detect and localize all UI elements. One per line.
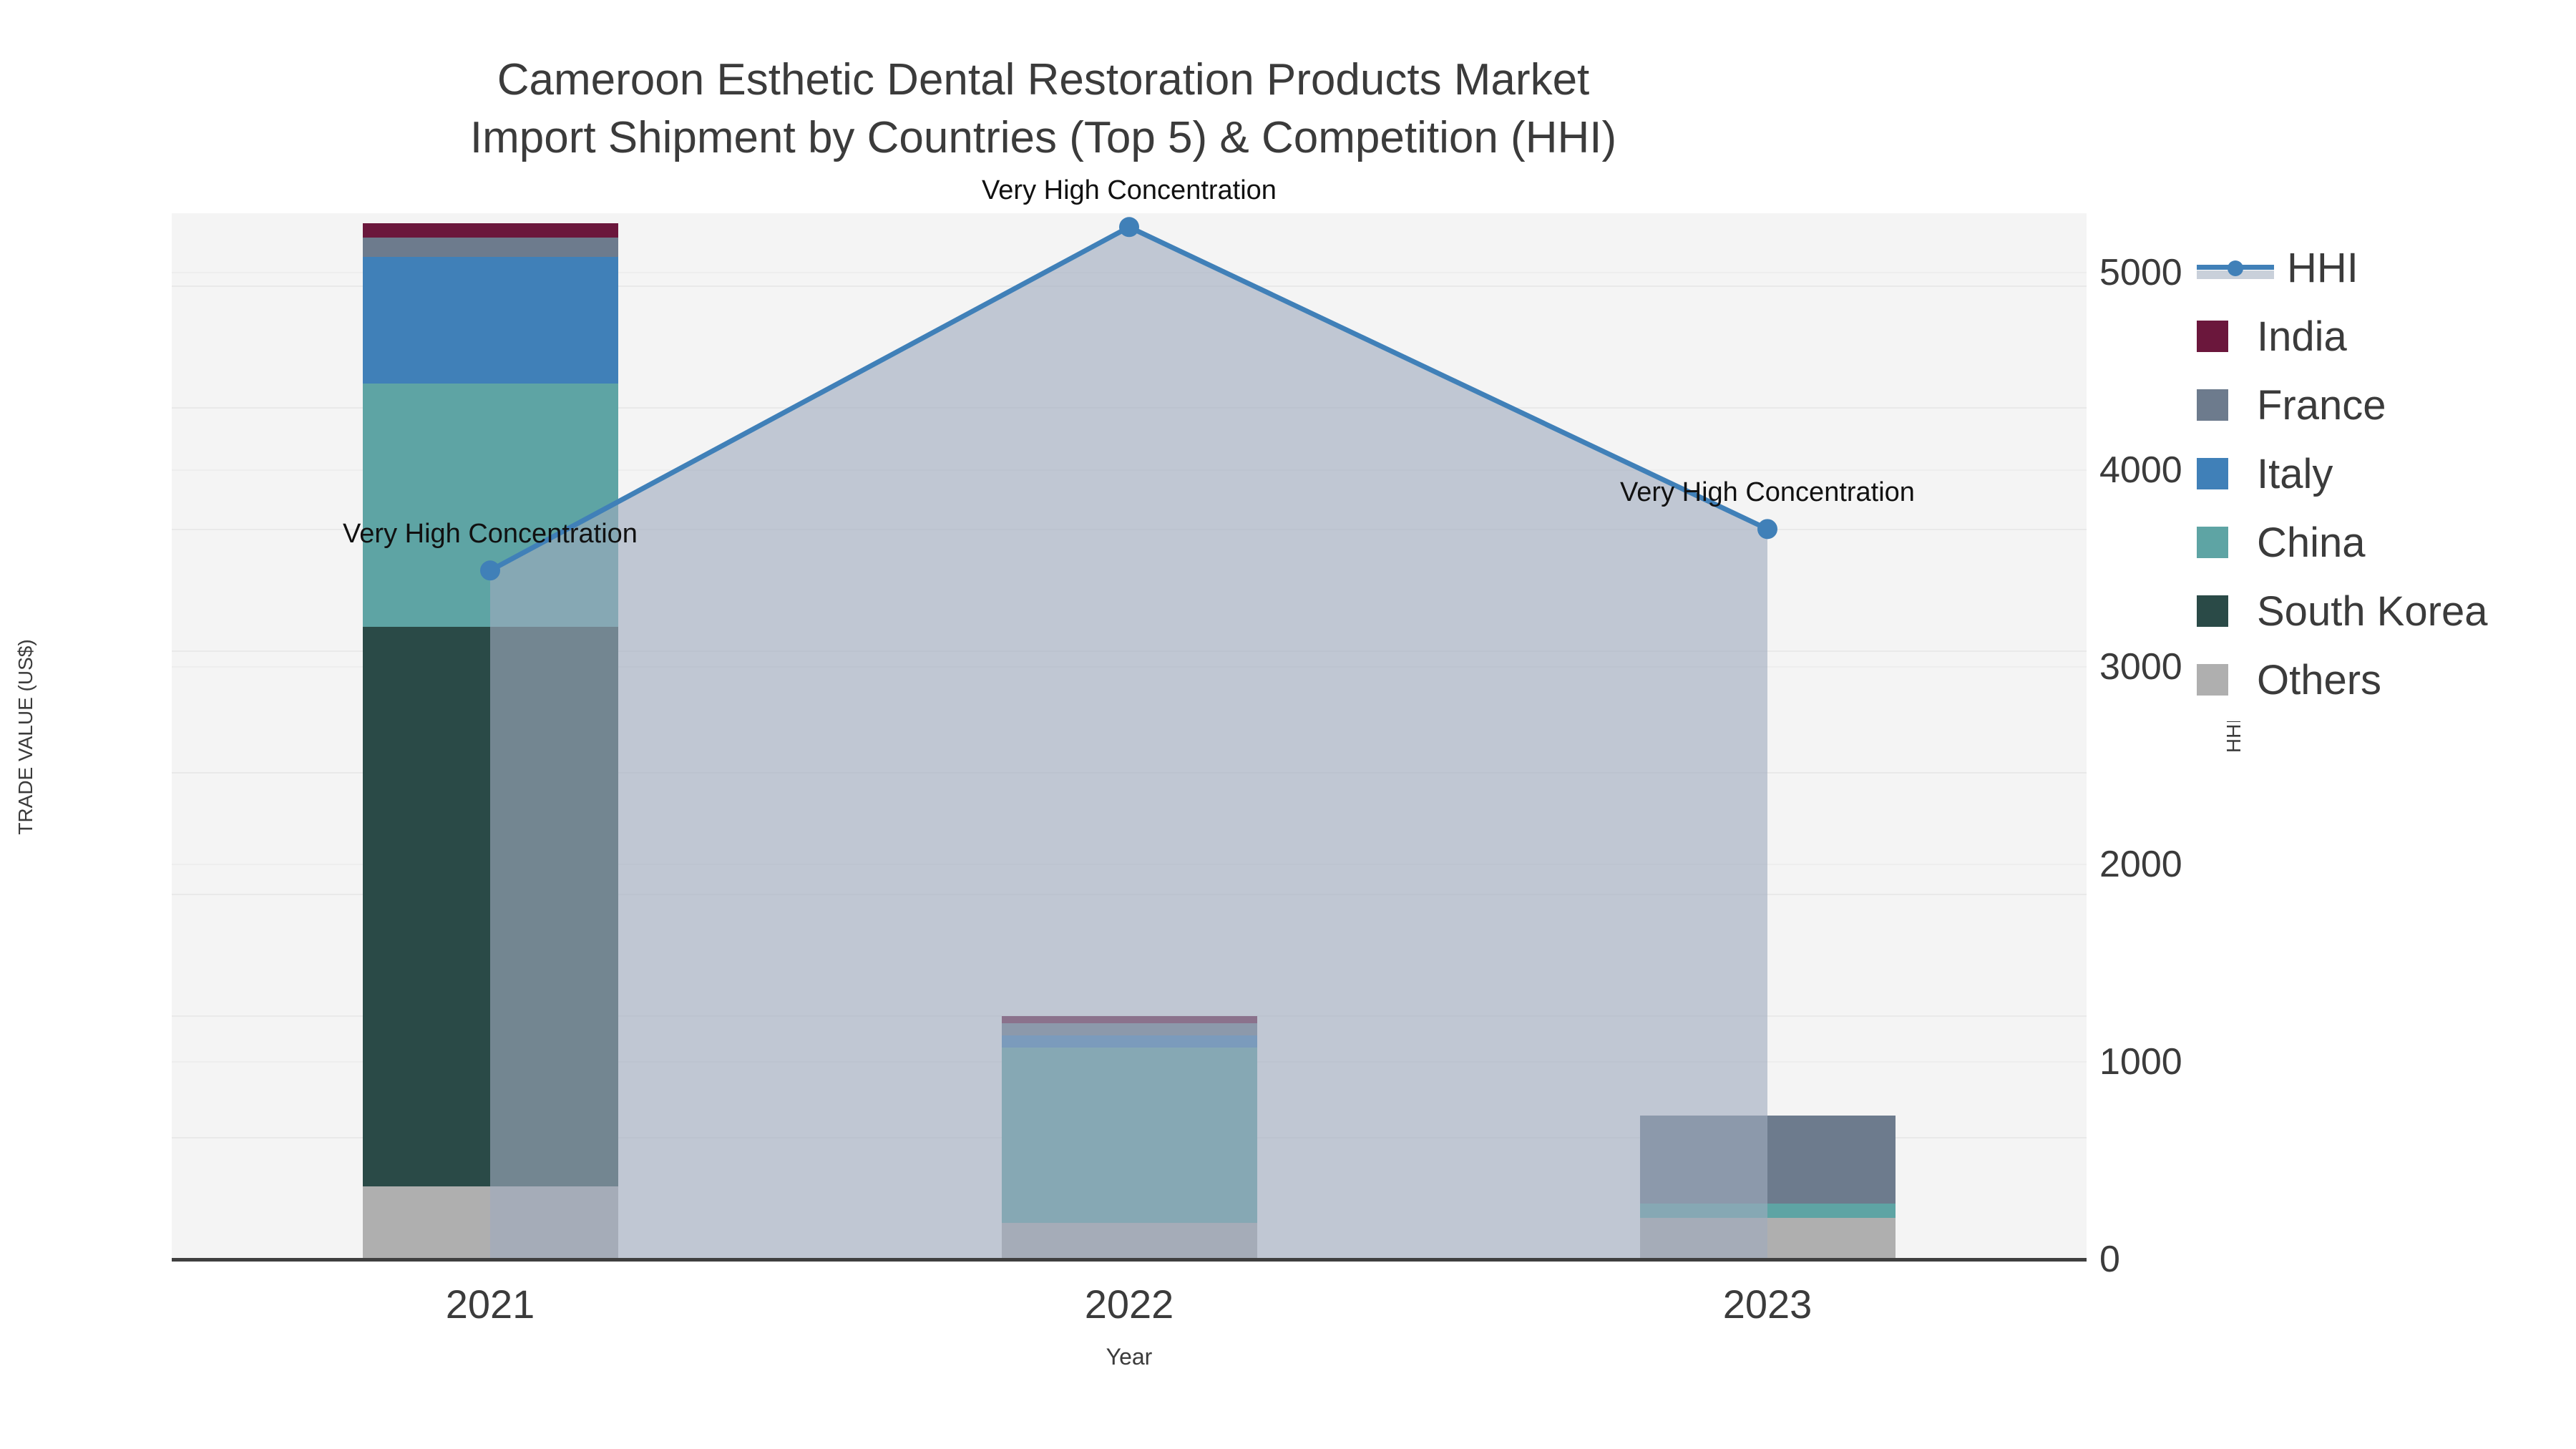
x-tick: 2022 [1084, 1282, 1174, 1327]
y-tick-right: 2000 [2099, 844, 2182, 886]
chart-legend: HHI India France Italy China South Korea Other… [2190, 229, 2495, 721]
y-tick-right: 5000 [2099, 251, 2182, 293]
y-tick-right: 4000 [2099, 449, 2182, 491]
legend-item[interactable]: India [2197, 302, 2487, 371]
legend-label: France [2257, 381, 2386, 429]
legend-label: HHI [2287, 244, 2358, 291]
hhi-annotation: Very High Concentration [343, 519, 638, 550]
legend-label: South Korea [2257, 587, 2488, 635]
legend-swatch-icon [2197, 664, 2228, 696]
hhi-marker[interactable] [480, 560, 500, 581]
y-axis-right-label: HHI [2223, 718, 2245, 753]
legend-item[interactable]: HHI [2197, 233, 2487, 302]
x-tick: 2023 [1722, 1282, 1813, 1327]
legend-item[interactable]: China [2197, 508, 2487, 577]
y-axis-left-label: TRADE VALUE (US$) [14, 639, 36, 835]
legend-item[interactable]: Italy [2197, 439, 2487, 508]
hhi-marker[interactable] [1757, 519, 1777, 540]
legend-swatch-icon [2197, 527, 2228, 558]
bar-segment[interactable] [362, 238, 618, 258]
hhi-series [480, 217, 1777, 1259]
bar-segment[interactable] [362, 223, 618, 238]
hhi-marker[interactable] [1119, 217, 1139, 238]
y-tick-right: 1000 [2099, 1041, 2182, 1083]
legend-label: Others [2257, 656, 2382, 703]
y-tick-right: 0 [2099, 1239, 2120, 1280]
legend-swatch-icon [2197, 321, 2228, 352]
x-tick: 2021 [445, 1282, 535, 1327]
hhi-annotation: Very High Concentration [1620, 477, 1915, 508]
legend-line-icon [2197, 252, 2274, 283]
x-axis-line [172, 1258, 2087, 1262]
hhi-annotation: Very High Concentration [982, 175, 1277, 206]
legend-label: Italy [2257, 450, 2333, 497]
legend-label: India [2257, 313, 2347, 360]
hhi-area-fill [490, 227, 1767, 1259]
legend-swatch-icon [2197, 389, 2228, 421]
y-tick-right: 3000 [2099, 646, 2182, 688]
plot-area [172, 213, 2087, 1259]
plot-clip [172, 213, 2087, 1259]
legend-label: China [2257, 519, 2366, 566]
chart-title: Cameroon Esthetic Dental Restoration Pro… [469, 55, 1617, 162]
x-axis-label: Year [1106, 1344, 1153, 1370]
legend-swatch-icon [2197, 595, 2228, 627]
legend-item[interactable]: South Korea [2197, 577, 2487, 645]
hhi-markers [480, 217, 1777, 581]
legend-marker-dot [2228, 260, 2243, 276]
legend-swatch-icon [2197, 458, 2228, 489]
legend-item[interactable]: Others [2197, 645, 2487, 714]
legend-item[interactable]: France [2197, 371, 2487, 439]
bar-segment[interactable] [362, 257, 618, 384]
